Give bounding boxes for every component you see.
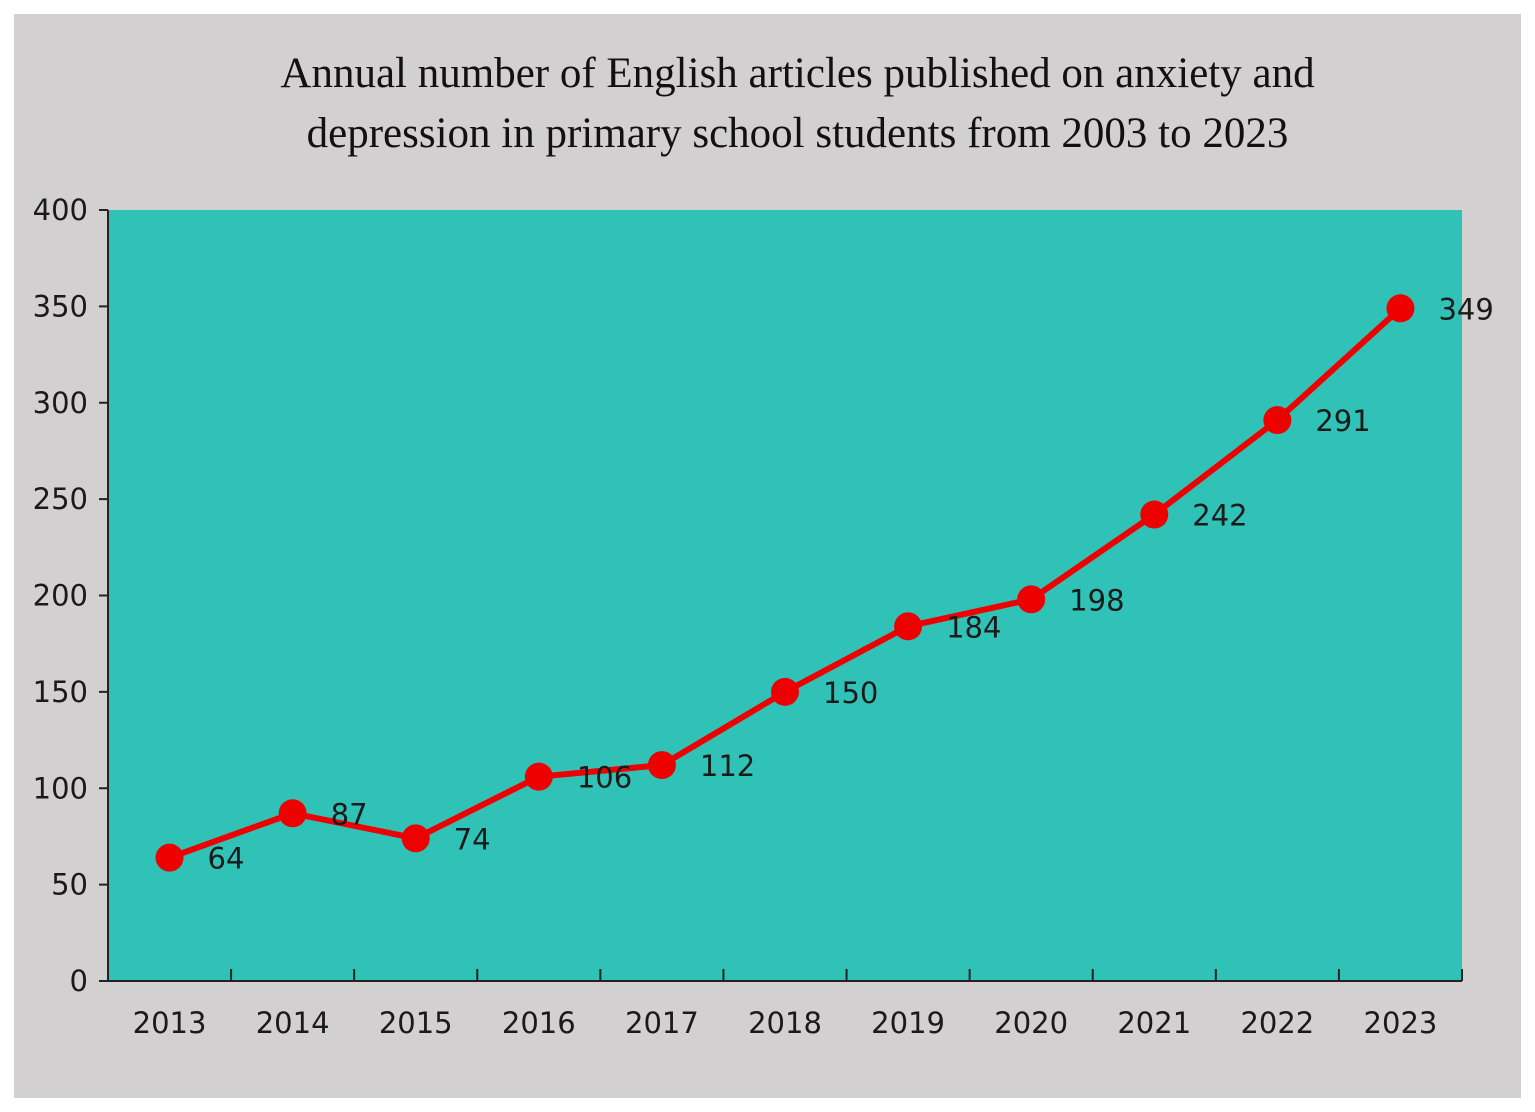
data-label: 64: [208, 842, 245, 876]
data-point: [524, 762, 553, 791]
plot-area: [108, 210, 1462, 981]
y-tick-label: 300: [33, 386, 88, 420]
data-label: 184: [946, 610, 1001, 644]
data-label: 106: [577, 761, 632, 795]
data-point: [771, 677, 799, 706]
y-tick-label: 150: [33, 675, 88, 709]
x-tick-label: 2018: [748, 1006, 822, 1040]
x-tick-label: 2015: [379, 1006, 453, 1040]
data-point: [1140, 500, 1169, 529]
data-label: 74: [454, 822, 491, 856]
y-tick-label: 400: [33, 193, 88, 227]
y-tick-label: 50: [51, 868, 88, 902]
data-point: [1263, 406, 1292, 435]
data-point: [1017, 585, 1046, 614]
chart-title-text: Annual number of English articles publis…: [280, 50, 1315, 157]
y-tick-label: 200: [33, 579, 88, 613]
data-point: [647, 751, 676, 780]
data-label: 87: [331, 797, 368, 831]
data-label: 112: [700, 749, 755, 783]
data-point: [401, 824, 430, 853]
x-tick-label: 2013: [133, 1006, 207, 1040]
x-tick-label: 2019: [871, 1006, 945, 1040]
y-tick-label: 100: [33, 771, 88, 805]
data-label: 349: [1438, 292, 1493, 326]
data-label: 291: [1315, 404, 1370, 438]
x-tick-label: 2022: [1240, 1006, 1314, 1040]
x-tick-label: 2021: [1117, 1006, 1191, 1040]
y-tick-label: 250: [33, 482, 88, 516]
data-label: 198: [1069, 583, 1124, 617]
x-tick-label: 2016: [502, 1006, 576, 1040]
y-tick-label: 0: [70, 964, 88, 998]
data-label: 150: [823, 676, 878, 710]
x-tick-label: 2020: [994, 1006, 1068, 1040]
y-tick-label: 350: [33, 289, 88, 323]
data-point: [1386, 294, 1415, 323]
data-point: [894, 612, 923, 641]
x-tick-label: 2023: [1364, 1006, 1438, 1040]
data-point: [155, 843, 184, 872]
x-tick-label: 2017: [625, 1006, 699, 1040]
x-tick-label: 2014: [256, 1006, 330, 1040]
data-label: 242: [1192, 499, 1247, 533]
data-point: [278, 799, 307, 828]
chart-title: Annual number of English articles publis…: [0, 44, 1535, 164]
